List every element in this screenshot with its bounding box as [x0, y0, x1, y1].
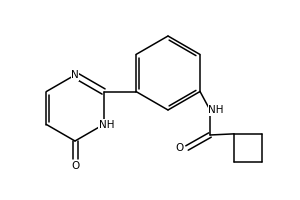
Text: O: O: [176, 143, 184, 153]
Text: O: O: [71, 161, 79, 171]
Text: N: N: [71, 70, 79, 80]
Text: NH: NH: [208, 105, 224, 115]
Text: NH: NH: [99, 120, 114, 130]
